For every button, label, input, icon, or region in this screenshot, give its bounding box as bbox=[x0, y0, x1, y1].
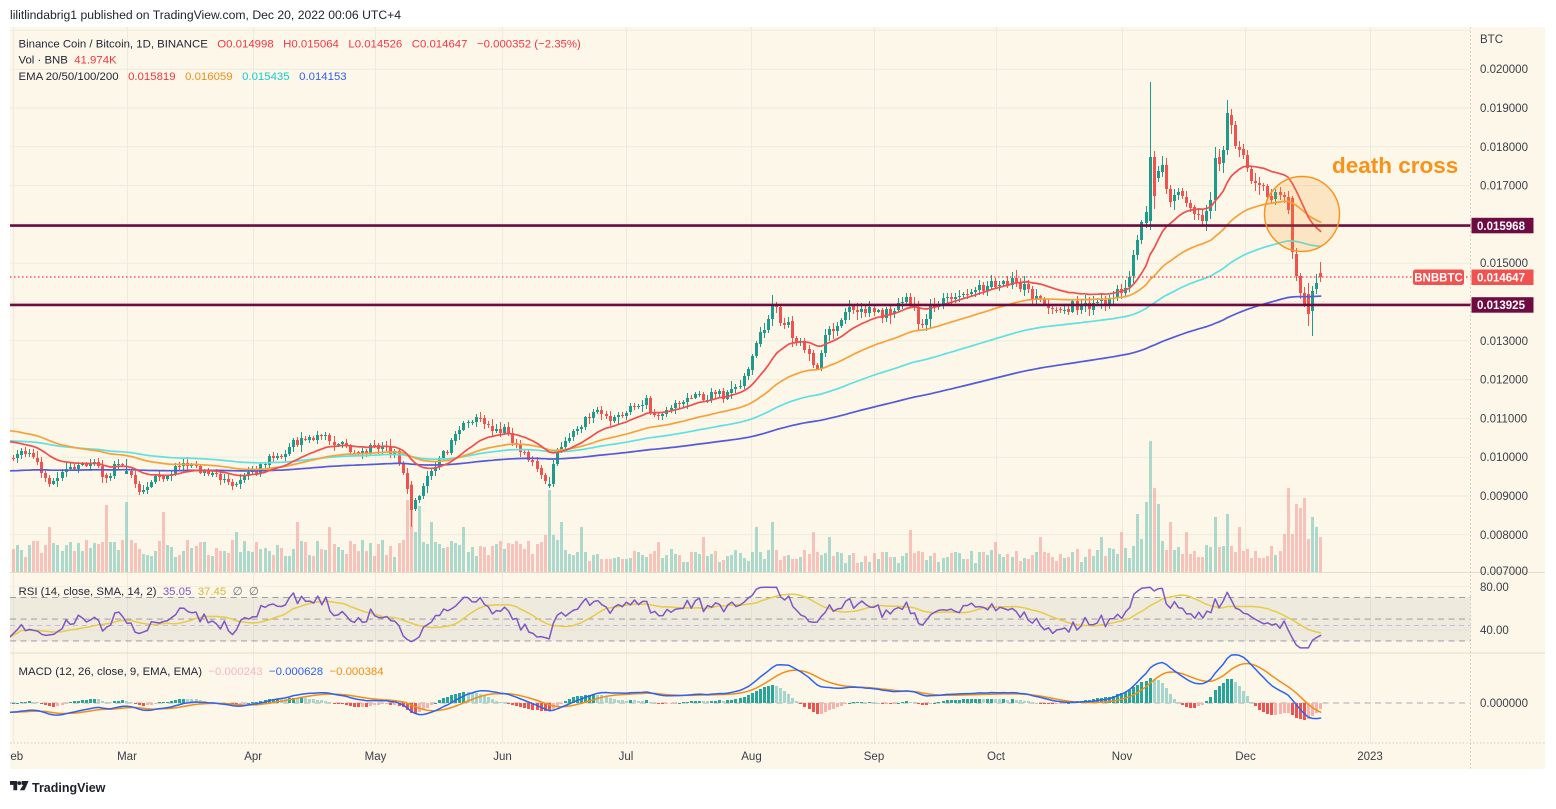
svg-text:0.017000: 0.017000 bbox=[1480, 181, 1528, 193]
svg-text:RSI (14, close, SMA, 14, 2) 3: RSI (14, close, SMA, 14, 2) 35.05 37.45 … bbox=[19, 586, 259, 598]
svg-text:0.014647: 0.014647 bbox=[1477, 273, 1525, 285]
svg-text:BTC: BTC bbox=[1480, 34, 1503, 46]
svg-text:Jul: Jul bbox=[619, 751, 634, 763]
svg-text:0.019000: 0.019000 bbox=[1480, 103, 1528, 115]
svg-text:Oct: Oct bbox=[987, 751, 1006, 763]
svg-text:Jun: Jun bbox=[493, 751, 512, 763]
svg-text:0.008000: 0.008000 bbox=[1480, 530, 1528, 542]
svg-text:0.015968: 0.015968 bbox=[1477, 221, 1526, 233]
svg-text:0.012000: 0.012000 bbox=[1480, 375, 1528, 387]
svg-text:0.013000: 0.013000 bbox=[1480, 336, 1528, 348]
svg-text:0.015000: 0.015000 bbox=[1480, 258, 1528, 270]
svg-text:Vol · BNB 41.974K: Vol · BNB 41.974K bbox=[19, 55, 118, 67]
svg-text:lilitlindabrig1 published on T: lilitlindabrig1 published on TradingView… bbox=[10, 8, 401, 22]
svg-text:40.00: 40.00 bbox=[1480, 625, 1509, 637]
svg-text:0.020000: 0.020000 bbox=[1480, 64, 1528, 76]
svg-text:2023: 2023 bbox=[1357, 751, 1383, 763]
svg-text:Mar: Mar bbox=[117, 751, 137, 763]
svg-text:Aug: Aug bbox=[741, 751, 761, 763]
svg-text:0.000000: 0.000000 bbox=[1480, 698, 1528, 710]
svg-text:Sep: Sep bbox=[864, 751, 884, 763]
svg-text:0.007000: 0.007000 bbox=[1480, 566, 1528, 578]
svg-text:MACD (12, 26, close, 9, EMA, E: MACD (12, 26, close, 9, EMA, EMA) −0.000… bbox=[19, 666, 384, 678]
svg-text:0.013925: 0.013925 bbox=[1477, 300, 1526, 312]
svg-text:May: May bbox=[365, 751, 387, 763]
svg-text:0.009000: 0.009000 bbox=[1480, 491, 1528, 503]
svg-text:death cross: death cross bbox=[1332, 153, 1458, 178]
svg-text:Binance Coin / Bitcoin, 1D, BI: Binance Coin / Bitcoin, 1D, BINANCE O0.0… bbox=[19, 39, 582, 51]
svg-text:Dec: Dec bbox=[1235, 751, 1256, 763]
svg-text:Apr: Apr bbox=[244, 751, 262, 763]
svg-text:0.011000: 0.011000 bbox=[1480, 413, 1527, 425]
svg-text:0.010000: 0.010000 bbox=[1480, 452, 1528, 464]
svg-text:Nov: Nov bbox=[1112, 751, 1133, 763]
svg-text:TradingView: TradingView bbox=[32, 781, 106, 795]
svg-text:BNBBTC: BNBBTC bbox=[1414, 273, 1463, 285]
svg-text:80.00: 80.00 bbox=[1480, 582, 1509, 594]
svg-text:EMA 20/50/100/200 0.015819: EMA 20/50/100/200 0.015819 0.016059 0.01… bbox=[19, 71, 347, 83]
svg-text:0.018000: 0.018000 bbox=[1480, 142, 1528, 154]
